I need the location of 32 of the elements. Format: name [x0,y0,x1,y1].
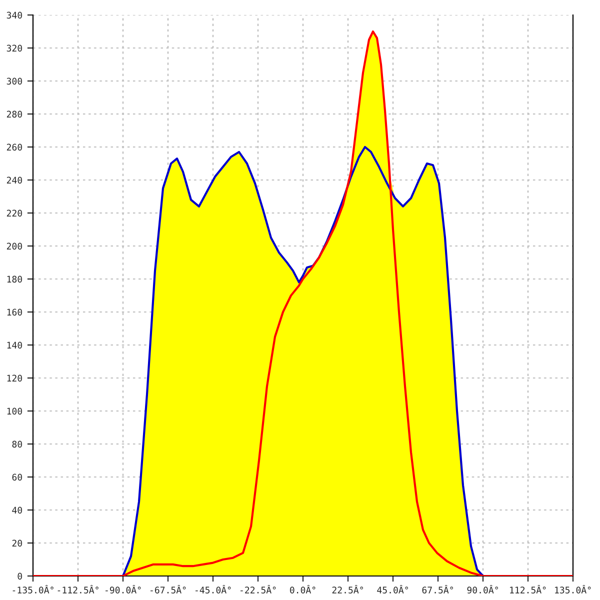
x-tick-label: 135.0Â° [555,584,591,594]
y-tick-label: 0 [18,572,22,580]
x-tick-label: -67.5Â° [150,584,186,594]
y-tick-label: 160 [7,308,22,316]
y-tick-label: 60 [12,474,22,481]
y-tick-label: 260 [6,144,22,151]
y-tick-label: 140 [7,342,22,349]
y-tick-label: 240 [6,176,22,184]
y-tick-label: 120 [7,374,22,382]
y-tick-label: 40 [12,506,22,514]
y-tick-label: 100 [7,408,22,415]
y-tick-label: 200 [6,242,22,250]
y-tick-label: 220 [6,210,22,217]
y-tick-label: 320 [6,44,22,52]
x-tick-label: -135.0Â° [12,584,54,594]
x-tick-label: 67.5Â° [422,584,453,594]
x-tick-label: 45.0Â° [377,584,408,594]
x-tick-label: 0.0Â° [290,584,316,594]
line-series [122,146,484,576]
x-tick-label: 112.5Â° [510,584,546,594]
y-tick-label: 340 [6,12,22,19]
x-tick-label: -112.5Â° [58,584,98,594]
y-tick-label: 300 [6,78,22,85]
x-tick-label: -45.0Â° [196,584,231,594]
y-tick-label: 280 [6,110,22,118]
x-tick-label: -90.0Â° [106,584,141,594]
y-tick-label: 20 [12,540,22,547]
x-tick-label: 22.5Â° [332,584,363,594]
x-tick-label: -22.5Â° [240,584,276,594]
y-tick-label: 180 [7,276,22,283]
x-tick-label: 90.0Â° [467,584,498,594]
y-tick-label: 80 [12,440,22,448]
